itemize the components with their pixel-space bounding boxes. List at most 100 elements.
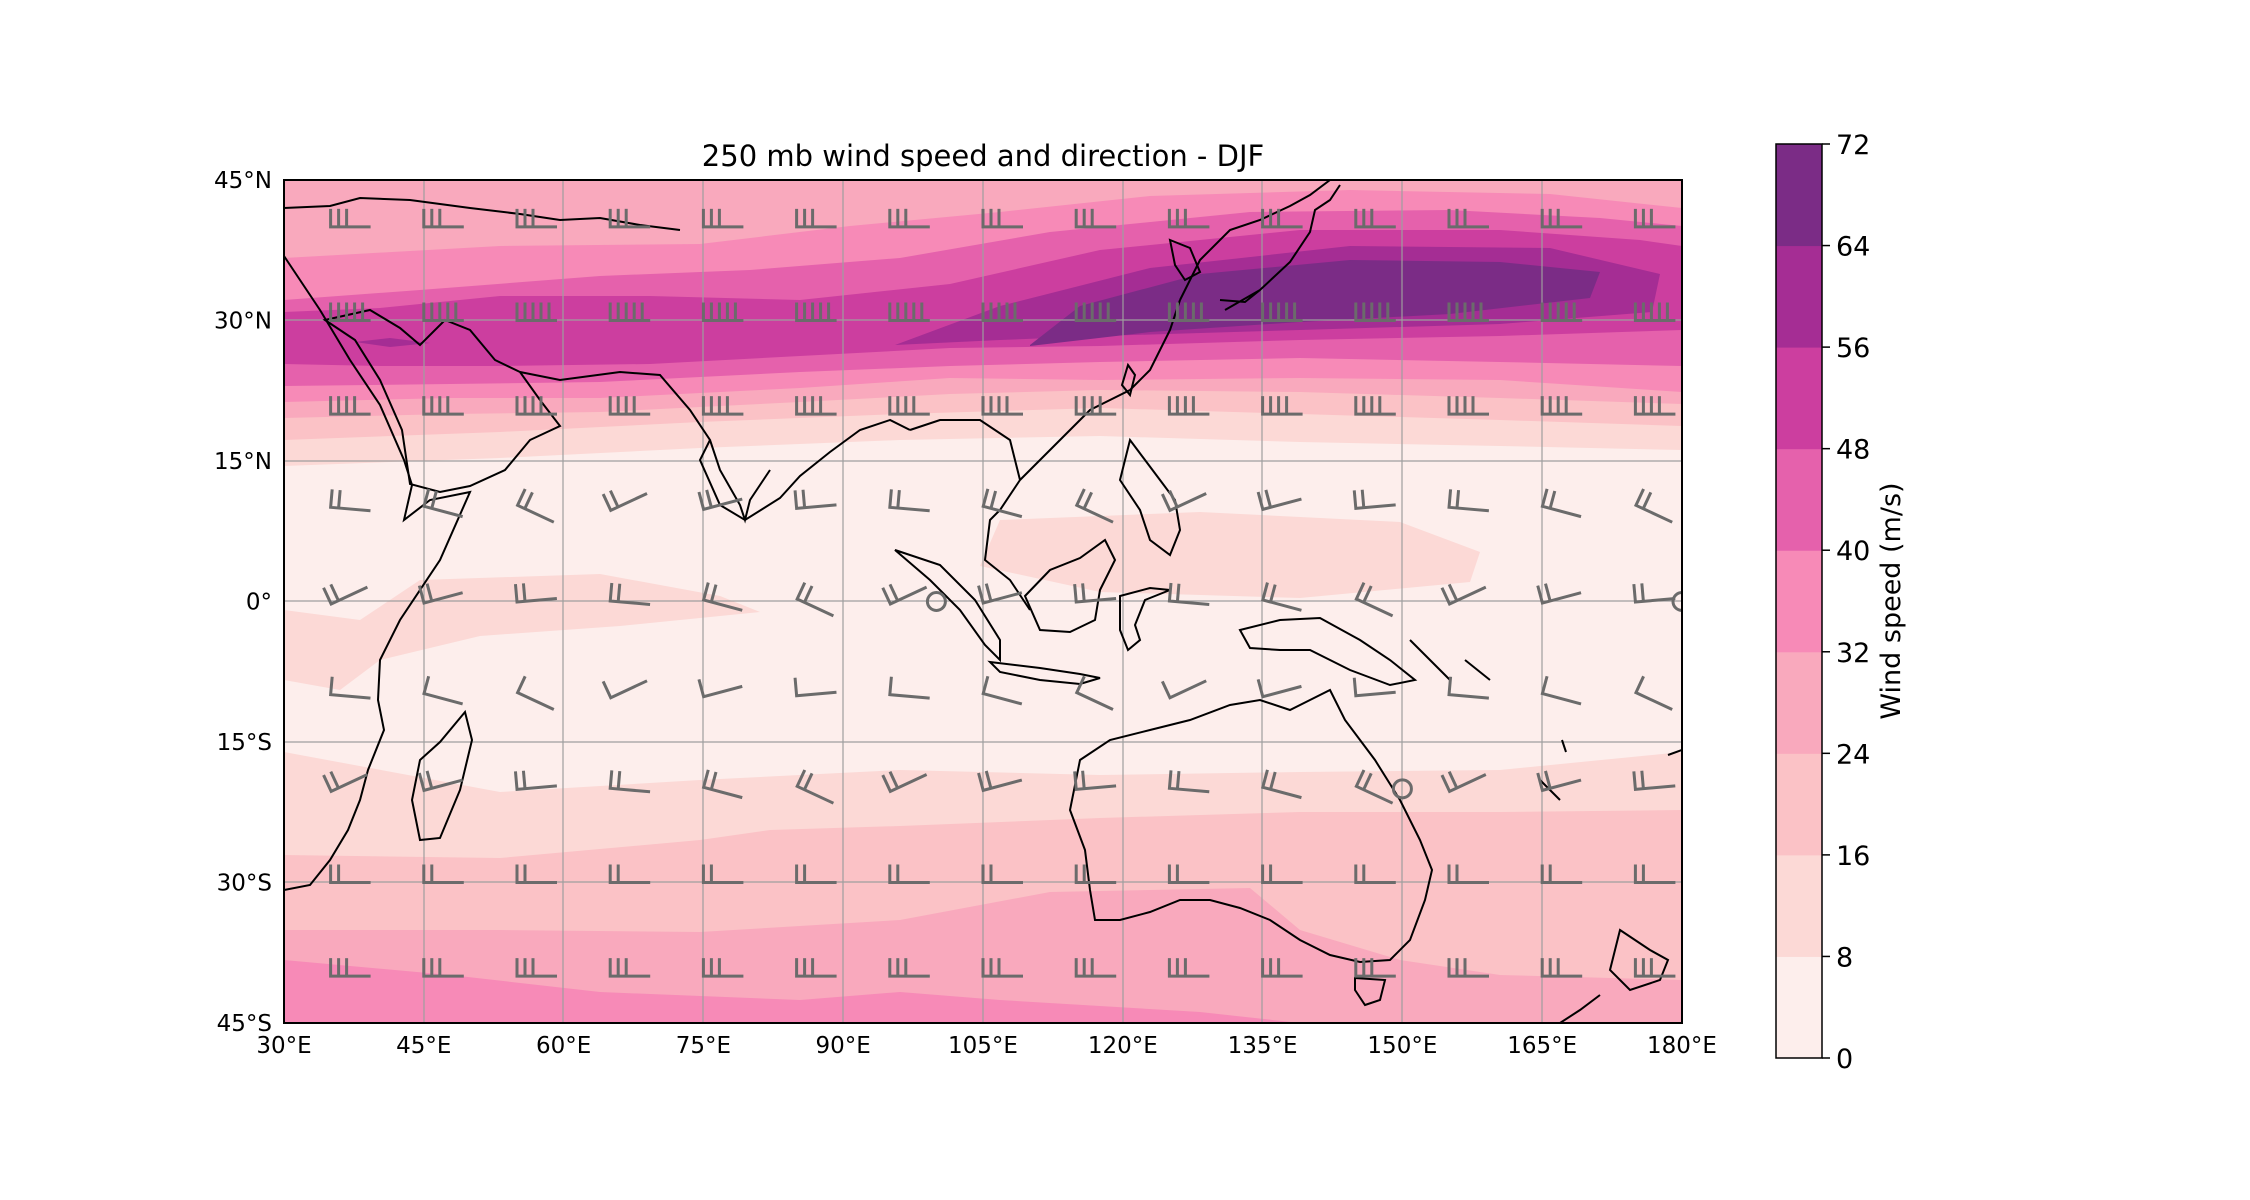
wind-barb <box>981 675 1023 706</box>
colorbar-tick-label: 16 <box>1836 841 1870 872</box>
wind-barb <box>1633 302 1676 322</box>
wind-barb <box>329 302 371 322</box>
wind-barb <box>1074 864 1117 884</box>
colorbar-tick-label: 72 <box>1836 130 1870 161</box>
wind-barb <box>1540 488 1582 519</box>
y-tick-label: 0° <box>246 590 272 616</box>
calm-barb <box>925 591 947 612</box>
colorbar-cell <box>1776 448 1822 551</box>
coast-australia <box>1068 688 1434 964</box>
wind-barb <box>329 864 371 884</box>
wind-barb <box>608 582 651 606</box>
colorbar-cell <box>1776 651 1822 754</box>
x-tick-label: 105°E <box>948 1033 1018 1059</box>
coast-madagascar <box>410 709 474 842</box>
chart-title: 250 mb wind speed and direction - DJF <box>702 139 1264 173</box>
wind-barb <box>417 583 464 605</box>
colorbar-tick-label: 64 <box>1836 232 1870 263</box>
wind-barb <box>1354 302 1396 322</box>
x-tick-label: 60°E <box>536 1033 591 1059</box>
wind-barb <box>701 864 744 884</box>
wind-barb <box>1167 958 1210 978</box>
colorbar-cell <box>1776 347 1822 450</box>
wind-barb <box>1167 396 1210 416</box>
wind-barb <box>795 302 837 322</box>
x-tick-labels: 30°E 45°E 60°E 75°E 90°E 105°E 120°E 135°E 150°E… <box>256 1033 1717 1059</box>
wind-barb <box>1261 958 1303 978</box>
wind-barb <box>1074 302 1117 322</box>
wind-barb <box>888 208 930 229</box>
wind-barb <box>977 770 1023 793</box>
wind-barb <box>701 582 743 612</box>
wind-barb <box>1536 770 1582 793</box>
colorbar-tick-label: 56 <box>1836 333 1870 364</box>
wind-barb <box>981 958 1023 978</box>
x-tick-label: 45°E <box>396 1033 451 1059</box>
wind-barb <box>515 675 555 711</box>
wind-barb <box>422 208 464 229</box>
colorbar-tick-label: 48 <box>1836 435 1870 466</box>
wind-barb <box>795 958 837 978</box>
wind-barb <box>1167 864 1210 884</box>
wind-barb <box>1447 208 1489 229</box>
colorbar-tick-label: 32 <box>1836 638 1870 669</box>
wind-barb <box>1261 396 1303 416</box>
wind-barb <box>422 958 464 978</box>
wind-barb <box>1540 864 1583 884</box>
wind-barb <box>1256 678 1302 699</box>
wind-barb <box>1352 677 1396 698</box>
y-tick-label: 30°S <box>217 871 272 897</box>
wind-barb <box>793 677 837 698</box>
wind-barb <box>981 396 1023 416</box>
wind-barb <box>701 302 744 322</box>
wind-barb <box>697 678 743 699</box>
wind-barb <box>1160 490 1207 513</box>
colorbar-cell <box>1776 753 1822 856</box>
colorbar: 0 8 16 24 32 40 48 56 64 72 Wind speed (m/s) <box>1775 130 1907 1075</box>
wind-barb <box>513 770 558 791</box>
wind-barb <box>1074 675 1114 711</box>
wind-barb <box>1074 958 1117 978</box>
wind-barb <box>981 864 1023 884</box>
wind-barb <box>1260 769 1302 800</box>
wind-barb <box>1073 583 1117 604</box>
y-tick-label: 45°S <box>217 1011 272 1037</box>
wind-barb <box>329 958 371 978</box>
wind-barb <box>1074 488 1114 524</box>
wind-barb <box>1354 958 1396 978</box>
wind-barb <box>322 771 369 794</box>
wind-barb <box>888 676 930 700</box>
colorbar-cell <box>1776 245 1822 348</box>
colorbar-cell <box>1776 956 1822 1059</box>
wind-barb <box>981 488 1023 519</box>
wind-barb <box>608 958 651 978</box>
coast-taiwan <box>1120 362 1137 398</box>
wind-barbs <box>322 208 1682 978</box>
wind-barb <box>1261 208 1303 229</box>
x-tick-label: 180°E <box>1647 1033 1717 1059</box>
coast-sulawesi <box>1119 586 1171 652</box>
wind-barb <box>1256 489 1302 512</box>
wind-barb <box>1354 208 1396 229</box>
wind-barb <box>515 864 557 884</box>
coast-china <box>1179 180 1331 301</box>
colorbar-label: Wind speed (m/s) <box>1876 482 1907 719</box>
x-tick-label: 75°E <box>676 1033 731 1059</box>
wind-barb <box>1540 675 1582 706</box>
wind-barb <box>329 208 371 229</box>
coast-india-tip <box>709 439 771 524</box>
wind-barb <box>701 958 744 978</box>
wind-barb <box>1540 208 1583 229</box>
wind-barb <box>1440 771 1487 794</box>
wind-barb <box>1633 488 1673 524</box>
contour-48-small <box>355 338 430 347</box>
wind-barb <box>1160 679 1207 700</box>
x-tick-label: 135°E <box>1228 1033 1298 1059</box>
wind-barb <box>1354 864 1396 884</box>
wind-barb <box>422 488 464 519</box>
y-tick-labels: 45°N 30°N 15°N 0° 15°S 30°S 45°S <box>214 168 272 1037</box>
wind-barb <box>1633 208 1676 229</box>
y-tick-label: 15°N <box>214 449 272 475</box>
wind-barb <box>608 770 651 794</box>
wind-barb <box>1540 396 1583 416</box>
